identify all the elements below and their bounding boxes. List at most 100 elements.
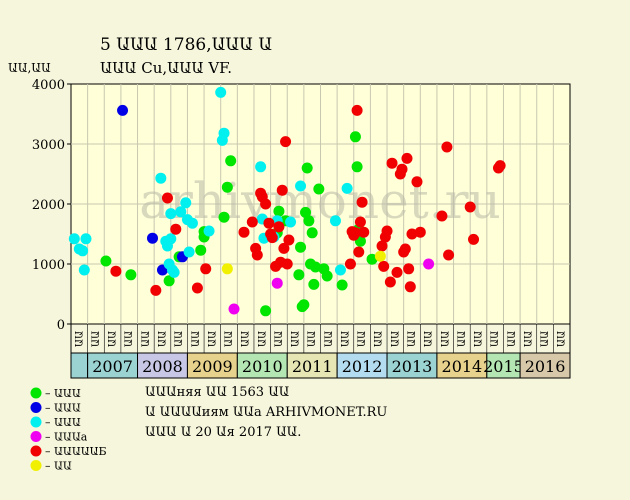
year-label: 2010 xyxy=(242,357,283,376)
data-point xyxy=(301,162,313,174)
month-tick-label: ԱԱ xyxy=(407,331,418,347)
data-point xyxy=(303,215,315,227)
data-point xyxy=(300,206,312,218)
month-tick-label: ԱԱ xyxy=(490,331,501,347)
data-point xyxy=(125,269,137,281)
data-point xyxy=(401,152,413,164)
data-point xyxy=(200,263,212,275)
footer-line1: ԱԱԱняя ԱԱ 1563 ԱԱ xyxy=(145,385,289,400)
legend-marker xyxy=(30,460,42,471)
data-point xyxy=(391,266,403,278)
data-point xyxy=(358,226,370,238)
data-point xyxy=(295,180,307,192)
legend-label: – ԱԱ xyxy=(45,460,72,473)
year-label: 2007 xyxy=(92,357,133,376)
data-point xyxy=(218,127,230,139)
data-points xyxy=(68,86,506,317)
data-point xyxy=(68,233,80,245)
data-point xyxy=(246,216,258,228)
data-point xyxy=(147,232,159,244)
month-tick-label: ԱԱ xyxy=(291,331,302,347)
month-tick-label: ԱԱ xyxy=(91,331,102,347)
footer-line2: Ա ԱԱԱԱиям ԱԱа ARHIVMONET.RU xyxy=(145,405,387,420)
data-point xyxy=(494,160,506,172)
legend: – ԱԱԱ– ԱԱԱ– ԱԱԱ– ԱԱԱа– ԱԱԱԱԱБ– ԱԱ xyxy=(30,387,107,473)
data-point xyxy=(77,245,89,257)
x-year-bands: 2007 2008 2009 2010 2011 2012 2013 2014 2015 2016 xyxy=(70,324,571,379)
data-point xyxy=(443,249,455,261)
data-point xyxy=(378,260,390,272)
year-band xyxy=(137,352,188,379)
month-tick-label: ԱԱ xyxy=(523,331,534,347)
data-point xyxy=(349,227,361,239)
data-point xyxy=(349,131,361,143)
y-tick-label: 4000 xyxy=(32,78,65,93)
data-point xyxy=(78,264,90,276)
month-tick-label: ԱԱ xyxy=(157,331,168,347)
data-point xyxy=(203,225,215,237)
month-tick-label: ԱԱ xyxy=(507,331,518,347)
legend-marker xyxy=(30,387,42,399)
y-tick-label: 0 xyxy=(57,318,65,333)
data-point xyxy=(295,241,307,253)
data-point xyxy=(271,277,283,289)
data-point xyxy=(255,161,267,173)
year-label: 2015 xyxy=(483,357,524,376)
data-point xyxy=(273,221,285,233)
data-point xyxy=(423,258,435,270)
data-point xyxy=(263,217,275,229)
data-point xyxy=(283,234,295,246)
data-point xyxy=(281,258,293,270)
data-point xyxy=(399,243,411,255)
legend-marker xyxy=(30,431,42,442)
data-point xyxy=(403,263,415,275)
data-point xyxy=(441,141,453,153)
year-label: 2016 xyxy=(525,357,566,376)
legend-marker xyxy=(30,402,42,413)
y-tick-label: 3000 xyxy=(32,138,65,153)
footer-line3: ԱԱԱ Ա 20 Աя 2017 ԱԱ. xyxy=(145,425,301,440)
legend-marker xyxy=(30,445,42,457)
data-point xyxy=(336,279,348,291)
month-tick-label: ԱԱ xyxy=(307,331,318,347)
year-label: 2008 xyxy=(142,357,183,376)
year-band xyxy=(486,352,521,379)
data-point xyxy=(468,233,480,245)
data-point xyxy=(386,157,398,169)
data-point xyxy=(195,244,207,256)
data-point xyxy=(280,136,292,148)
y-tick-label: 2000 xyxy=(32,198,65,213)
data-point xyxy=(366,253,378,265)
data-point xyxy=(260,305,272,317)
month-tick-label: ԱԱ xyxy=(207,331,218,347)
year-label: 2012 xyxy=(342,357,383,376)
month-tick-label: ԱԱ xyxy=(141,331,152,347)
data-point xyxy=(404,281,416,293)
data-point xyxy=(276,184,288,196)
data-point xyxy=(464,201,476,213)
year-label: 2013 xyxy=(392,357,433,376)
month-tick-label: ԱԱ xyxy=(124,331,135,347)
data-point xyxy=(260,198,272,210)
year-label: 2009 xyxy=(192,357,233,376)
data-point xyxy=(251,249,263,261)
data-point xyxy=(163,275,175,287)
data-point xyxy=(117,104,129,116)
data-point xyxy=(155,172,167,184)
month-tick-label: ԱԱ xyxy=(457,331,468,347)
data-point xyxy=(436,210,448,222)
month-tick-label: ԱԱ xyxy=(357,331,368,347)
data-point xyxy=(381,225,393,237)
data-point xyxy=(225,155,237,167)
legend-label: – ԱԱԱ xyxy=(45,416,81,429)
data-point xyxy=(218,211,230,223)
data-point xyxy=(215,86,227,98)
year-band xyxy=(436,352,488,379)
month-tick-label: ԱԱ xyxy=(174,331,185,347)
data-point xyxy=(356,196,368,208)
data-point xyxy=(374,250,386,262)
data-point xyxy=(313,183,325,195)
data-point xyxy=(186,217,198,229)
month-tick-label: ԱԱ xyxy=(257,331,268,347)
legend-marker xyxy=(30,416,42,428)
